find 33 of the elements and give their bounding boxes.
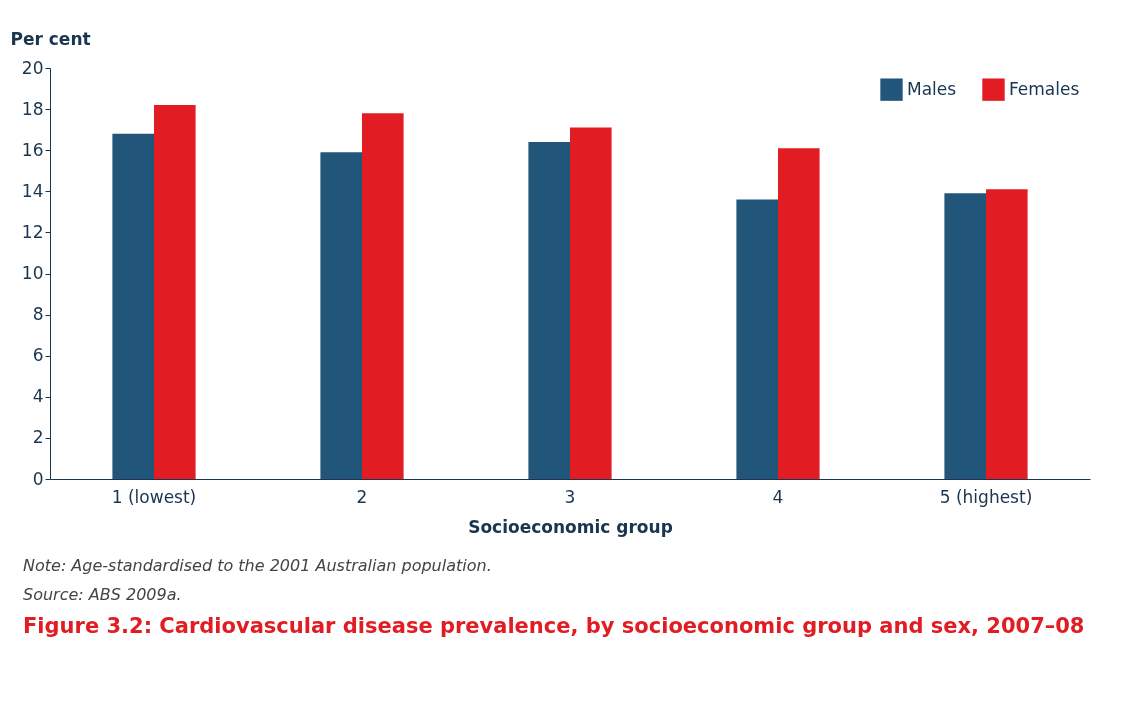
x-tick-label: 2 bbox=[356, 486, 368, 507]
y-tick-label: 14 bbox=[21, 180, 44, 201]
y-tick-label: 0 bbox=[32, 468, 44, 489]
legend-label: Females bbox=[1009, 78, 1080, 99]
x-tick-label: 4 bbox=[772, 486, 784, 507]
bar bbox=[112, 133, 154, 479]
bar bbox=[528, 141, 570, 479]
y-tick-label: 12 bbox=[21, 221, 44, 242]
bar bbox=[736, 199, 778, 479]
bar bbox=[944, 193, 986, 479]
bar bbox=[778, 148, 820, 479]
y-tick-label: 6 bbox=[32, 345, 44, 366]
y-tick-label: 16 bbox=[21, 139, 44, 160]
text: Figure 3.2: Cardiovascular disease prevalence, by socioeconomic group and sex, 2007–08 bbox=[23, 614, 1086, 638]
x-axis-title: Socioeconomic group bbox=[468, 516, 673, 537]
bar bbox=[362, 113, 404, 479]
source-note: Source: ABS 2009a. bbox=[23, 585, 183, 604]
bar bbox=[154, 104, 196, 479]
text: Note: Age-standardised to the 2001 Australian population. bbox=[23, 556, 493, 575]
y-tick-label: 4 bbox=[32, 386, 44, 407]
y-tick-label: 10 bbox=[21, 263, 44, 283]
bar bbox=[320, 152, 362, 479]
y-tick-label: 18 bbox=[21, 98, 44, 119]
x-tick-label: 1 (lowest) bbox=[111, 486, 197, 507]
x-tick-label: 3 bbox=[564, 486, 576, 507]
x-tick-label: 5 (highest) bbox=[939, 486, 1033, 507]
bar bbox=[570, 127, 612, 479]
y-tick-label: 2 bbox=[32, 427, 44, 448]
y-tick-label: 8 bbox=[32, 304, 44, 325]
y-axis-title: Per cent bbox=[10, 28, 91, 49]
legend-label: Males bbox=[907, 78, 957, 99]
bar bbox=[986, 189, 1028, 479]
y-tick-label: 20 bbox=[21, 57, 44, 78]
